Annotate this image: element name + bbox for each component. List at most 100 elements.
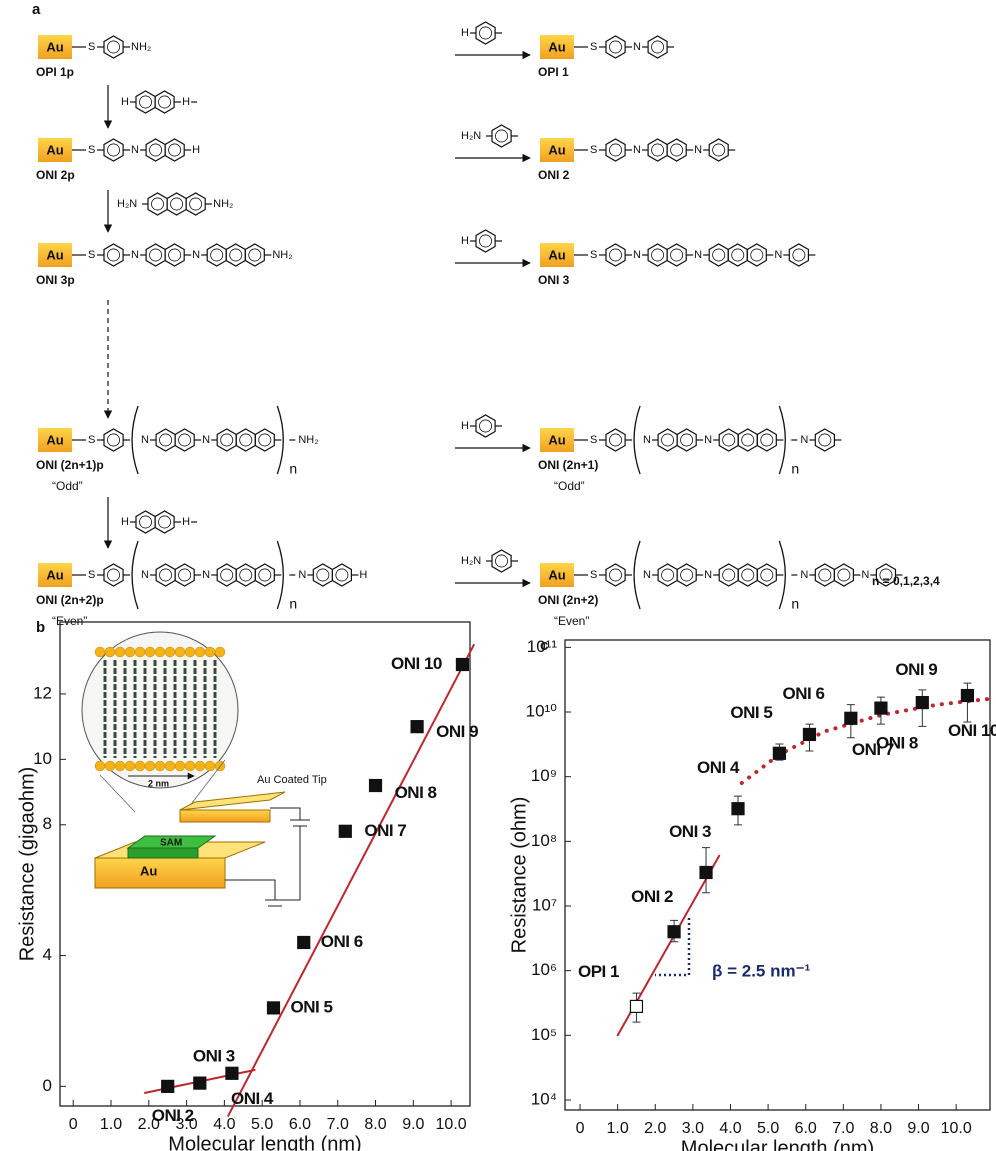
atom: N bbox=[704, 569, 712, 581]
ring bbox=[155, 428, 176, 452]
gold-electrode bbox=[540, 428, 574, 452]
data-point bbox=[266, 1001, 281, 1015]
compound-label: ONI (2n+2) bbox=[538, 593, 598, 607]
data-point bbox=[731, 802, 745, 816]
ring-inner bbox=[149, 143, 163, 157]
repeat-n: n bbox=[791, 596, 799, 612]
ring bbox=[605, 428, 626, 452]
ring bbox=[676, 428, 697, 452]
atom: N bbox=[202, 434, 210, 446]
ring-inner bbox=[178, 433, 192, 447]
ring-inner bbox=[107, 248, 120, 262]
atom: H₂N bbox=[461, 555, 481, 567]
atom: H bbox=[182, 516, 190, 528]
atom: N bbox=[202, 569, 210, 581]
compound-note: “Even” bbox=[554, 614, 589, 628]
ring-inner bbox=[168, 248, 182, 262]
ring bbox=[166, 192, 187, 216]
ring bbox=[756, 563, 777, 587]
atom: N bbox=[643, 434, 651, 446]
sam-label: SAM bbox=[160, 838, 182, 849]
gold-atom bbox=[194, 760, 206, 772]
x-tick-label: 5.0 bbox=[757, 1120, 779, 1137]
fit-line bbox=[227, 643, 475, 1117]
ring bbox=[155, 563, 176, 587]
sulfur: S bbox=[590, 144, 597, 156]
ring-inner bbox=[651, 143, 665, 157]
bracket bbox=[778, 540, 786, 610]
coated-tip-side bbox=[179, 809, 271, 823]
gold-atom bbox=[204, 646, 216, 658]
gold-atom bbox=[164, 760, 176, 772]
gold-electrode bbox=[38, 428, 72, 452]
gold-atom bbox=[154, 760, 166, 772]
point-label: ONI 2 bbox=[631, 887, 673, 906]
ring bbox=[666, 243, 687, 267]
ring-inner bbox=[168, 143, 182, 157]
atom: N bbox=[800, 434, 808, 446]
repeat-n: n bbox=[791, 461, 799, 477]
ring bbox=[147, 192, 168, 216]
data-point bbox=[960, 688, 975, 703]
ring bbox=[235, 428, 256, 452]
ring bbox=[788, 243, 810, 267]
atom: H bbox=[461, 420, 469, 432]
point-label: ONI 3 bbox=[669, 822, 711, 841]
data-point bbox=[772, 746, 786, 760]
electrode-label: Au bbox=[46, 39, 63, 54]
gold-atom bbox=[104, 760, 116, 772]
ring bbox=[718, 428, 739, 452]
ring bbox=[605, 563, 626, 587]
point-label: ONI 4 bbox=[231, 1089, 274, 1108]
atom: N bbox=[192, 249, 200, 261]
point-label: OPI 1 bbox=[578, 962, 619, 981]
x-tick-label: 1.0 bbox=[607, 1120, 629, 1137]
data-point bbox=[410, 720, 424, 734]
point-label: ONI 7 bbox=[852, 740, 894, 759]
atom: H bbox=[182, 96, 190, 108]
x-tick-label: 1.0 bbox=[100, 1116, 122, 1133]
ring bbox=[235, 563, 256, 587]
x-axis-title: Molecular length (nm) bbox=[681, 1137, 874, 1151]
compound-label: ONI (2n+1) bbox=[538, 458, 598, 472]
atom: H bbox=[192, 144, 200, 156]
x-tick-label: 4.0 bbox=[719, 1120, 741, 1137]
ring-inner bbox=[741, 433, 755, 447]
ring bbox=[605, 138, 626, 162]
au-substrate-side bbox=[94, 857, 226, 889]
atom: N bbox=[694, 249, 702, 261]
plot-frame bbox=[59, 621, 471, 1107]
gold-atom bbox=[144, 760, 156, 772]
x-tick-label: 2.0 bbox=[138, 1116, 160, 1133]
ring bbox=[475, 414, 496, 438]
tip-label: Au Coated Tip bbox=[257, 774, 327, 786]
x-tick-label: 7.0 bbox=[327, 1116, 349, 1133]
data-point bbox=[699, 865, 713, 880]
ring-inner bbox=[609, 248, 622, 262]
repeat-range: n = 0,1,2,3,4 bbox=[872, 574, 940, 588]
y-tick-label: 10⁷ bbox=[532, 895, 557, 914]
compound-label: OPI 1 bbox=[538, 65, 569, 79]
ring-inner bbox=[210, 248, 224, 262]
point-label: ONI 8 bbox=[876, 734, 918, 753]
y-tick-label: 10⁹ bbox=[531, 766, 557, 785]
y-tick-label: 10⁶ bbox=[531, 960, 557, 979]
atom: H bbox=[121, 96, 129, 108]
ring bbox=[647, 35, 668, 59]
gold-atom bbox=[184, 760, 196, 772]
ring bbox=[647, 243, 668, 267]
gold-electrode bbox=[38, 243, 72, 267]
ring-inner bbox=[609, 568, 622, 582]
ring bbox=[103, 138, 124, 162]
inset-zoom bbox=[81, 631, 239, 789]
ring bbox=[814, 563, 836, 587]
ring bbox=[718, 563, 739, 587]
ring-inner bbox=[731, 248, 745, 262]
data-point bbox=[844, 711, 858, 725]
gold-atom bbox=[94, 760, 106, 772]
ring-inner bbox=[335, 568, 349, 582]
ring bbox=[475, 229, 496, 253]
atom: N bbox=[633, 249, 641, 261]
data-point bbox=[455, 657, 470, 672]
ring-inner bbox=[680, 433, 694, 447]
